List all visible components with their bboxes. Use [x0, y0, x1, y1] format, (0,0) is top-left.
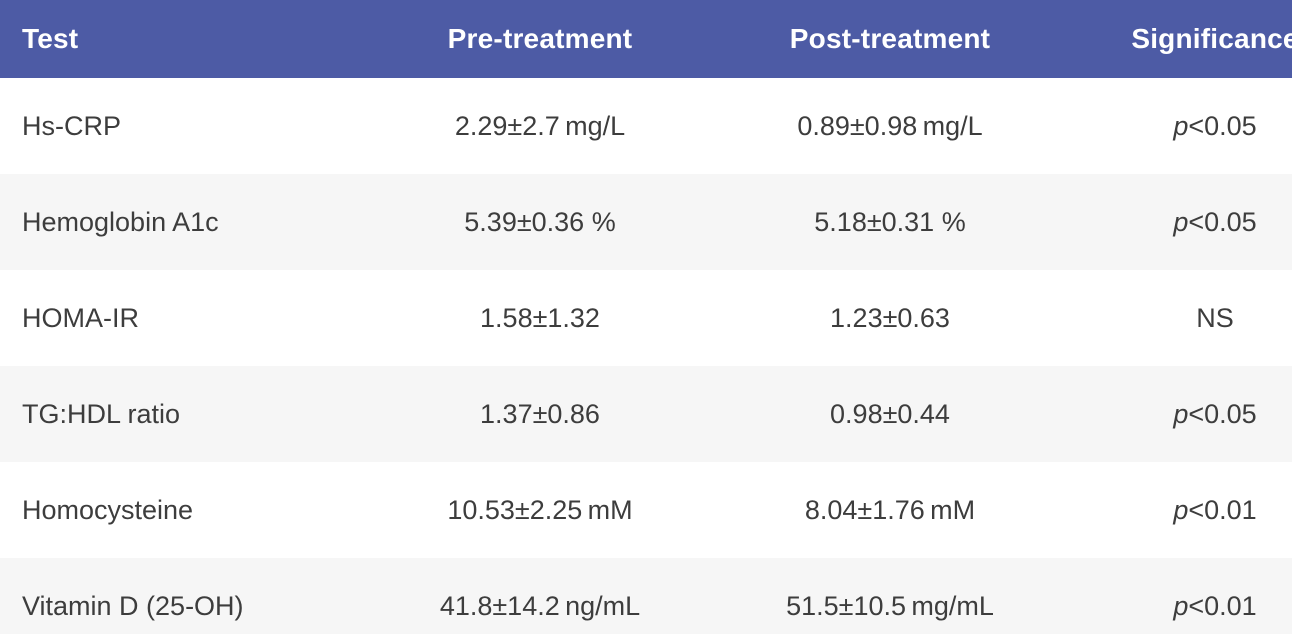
pre-treatment-cell: 2.29±2.7 mg/L	[454, 110, 626, 141]
column-header-pre-treatment: Pre-treatment	[447, 23, 633, 54]
test-cell: Hs-CRP	[22, 110, 121, 141]
table-row: Hs-CRP 2.29±2.7 mg/L 0.89±0.98 mg/L p<0.…	[0, 78, 1292, 174]
test-cell: Hemoglobin A1c	[22, 206, 219, 237]
pre-treatment-cell: 1.58±1.32	[480, 302, 600, 333]
significance-cell: p<0.01	[1090, 558, 1292, 634]
pre-treatment-cell: 1.37±0.86	[480, 398, 600, 429]
p-symbol: p	[1173, 494, 1189, 525]
table-header-row: Test Pre-treatment Post-treatment Signif…	[0, 0, 1292, 78]
significance-text: <0.05	[1188, 110, 1257, 141]
table-row: HOMA-IR 1.58±1.32 1.23±0.63 NS	[0, 270, 1292, 366]
post-treatment-cell: 51.5±10.5 mg/mL	[786, 590, 994, 621]
significance-text: <0.01	[1188, 590, 1257, 621]
p-symbol: p	[1173, 110, 1189, 141]
column-header-significance: Significance	[1131, 23, 1292, 54]
post-treatment-cell: 1.23±0.63	[830, 302, 950, 333]
significance-cell: NS	[1090, 270, 1292, 366]
test-cell: Homocysteine	[22, 494, 194, 525]
significance-text: NS	[1196, 302, 1234, 333]
table-row: Hemoglobin A1c 5.39±0.36 % 5.18±0.31 % p…	[0, 174, 1292, 270]
significance-cell: p<0.05	[1090, 366, 1292, 462]
p-symbol: p	[1173, 398, 1189, 429]
test-cell: Vitamin D (25-OH)	[22, 590, 244, 621]
pre-treatment-cell: 41.8±14.2 ng/mL	[439, 590, 641, 621]
table-row: Vitamin D (25-OH) 41.8±14.2 ng/mL 51.5±1…	[0, 558, 1292, 634]
test-cell: HOMA-IR	[22, 302, 139, 333]
significance-text: <0.05	[1188, 398, 1257, 429]
significance-cell: p<0.05	[1090, 78, 1292, 174]
p-symbol: p	[1173, 206, 1189, 237]
pre-treatment-cell: 10.53±2.25 mM	[447, 494, 633, 525]
table-row: TG:HDL ratio 1.37±0.86 0.98±0.44 p<0.05	[0, 366, 1292, 462]
pre-treatment-cell: 5.39±0.36 %	[464, 206, 616, 237]
post-treatment-cell: 0.98±0.44	[830, 398, 950, 429]
significance-cell: p<0.05	[1090, 174, 1292, 270]
test-cell: TG:HDL ratio	[22, 398, 181, 429]
significance-cell: p<0.01	[1090, 462, 1292, 558]
column-header-post-treatment: Post-treatment	[789, 23, 991, 54]
p-symbol: p	[1173, 590, 1189, 621]
significance-text: <0.05	[1188, 206, 1257, 237]
significance-text: <0.01	[1188, 494, 1257, 525]
post-treatment-cell: 0.89±0.98 mg/L	[797, 110, 983, 141]
column-header-test: Test	[22, 23, 79, 54]
post-treatment-cell: 8.04±1.76 mM	[804, 494, 976, 525]
post-treatment-cell: 5.18±0.31 %	[814, 206, 966, 237]
table-row: Homocysteine 10.53±2.25 mM 8.04±1.76 mM …	[0, 462, 1292, 558]
